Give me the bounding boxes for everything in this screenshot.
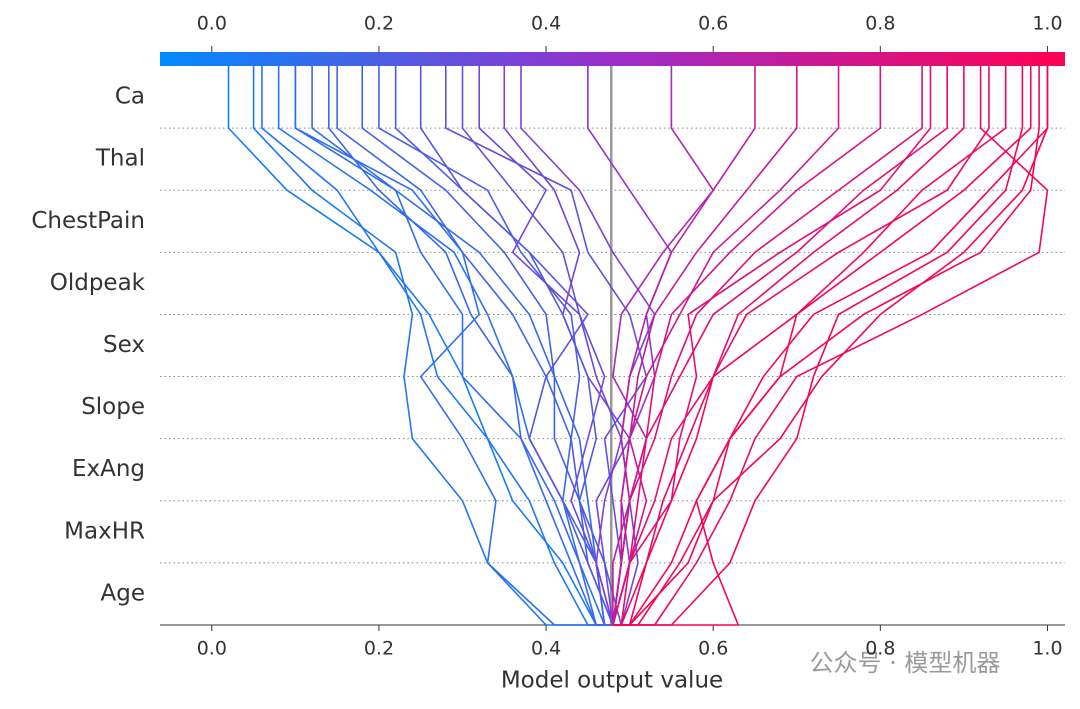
top-tick-label: 0.4 (531, 13, 561, 35)
decision-line (612, 66, 923, 626)
x-tick-label: 1.0 (1032, 638, 1062, 660)
decision-line (612, 66, 882, 626)
feature-label: MaxHR (64, 518, 145, 544)
decision-line (252, 66, 547, 626)
decision-line (419, 66, 614, 626)
decision-line (695, 66, 1040, 626)
decision-line (394, 66, 623, 626)
top-tick-label: 0.2 (364, 13, 394, 35)
feature-label: Sex (103, 332, 145, 358)
decision-line (461, 66, 614, 626)
decision-line (227, 66, 597, 626)
decision-line (327, 66, 597, 626)
decision-line (520, 66, 656, 626)
decision-line (478, 66, 639, 626)
feature-label: Oldpeak (50, 270, 146, 296)
decision-line (587, 66, 673, 626)
watermark: 公众号 · 模型机器 (810, 649, 1001, 677)
top-tick-label: 0.0 (197, 13, 227, 35)
decision-line (336, 66, 606, 626)
x-tick-label: 0.6 (698, 638, 728, 660)
x-tick-label: 0.8 (865, 638, 895, 660)
decision-line (670, 66, 1024, 626)
feature-label: Thal (95, 146, 145, 172)
decision-line (637, 66, 1007, 626)
decision-line (311, 66, 606, 626)
x-tick-label: 0.4 (531, 638, 561, 660)
feature-label: Age (101, 580, 145, 606)
top-tick-label: 0.6 (698, 13, 728, 35)
x-tick-label: 0.2 (364, 638, 394, 660)
decision-line (620, 66, 965, 626)
decision-line (612, 66, 798, 626)
colorbar (160, 52, 1065, 66)
feature-label: Slope (81, 394, 145, 420)
top-tick-label: 1.0 (1032, 13, 1062, 35)
decision-line (612, 66, 932, 626)
x-tick-label: 0.0 (197, 638, 227, 660)
x-axis-label: Model output value (501, 668, 723, 694)
decision-line (612, 66, 756, 625)
feature-label: Ca (115, 84, 145, 110)
decision-line (628, 66, 990, 626)
decision-line (620, 66, 1032, 626)
decision-line (294, 66, 597, 626)
feature-label: ExAng (72, 456, 145, 482)
decision-line (261, 66, 589, 626)
feature-label: ChestPain (31, 208, 145, 234)
decision-line (277, 66, 606, 626)
decision-line (612, 66, 840, 626)
top-tick-label: 0.8 (865, 13, 895, 35)
decision-line (294, 66, 555, 626)
